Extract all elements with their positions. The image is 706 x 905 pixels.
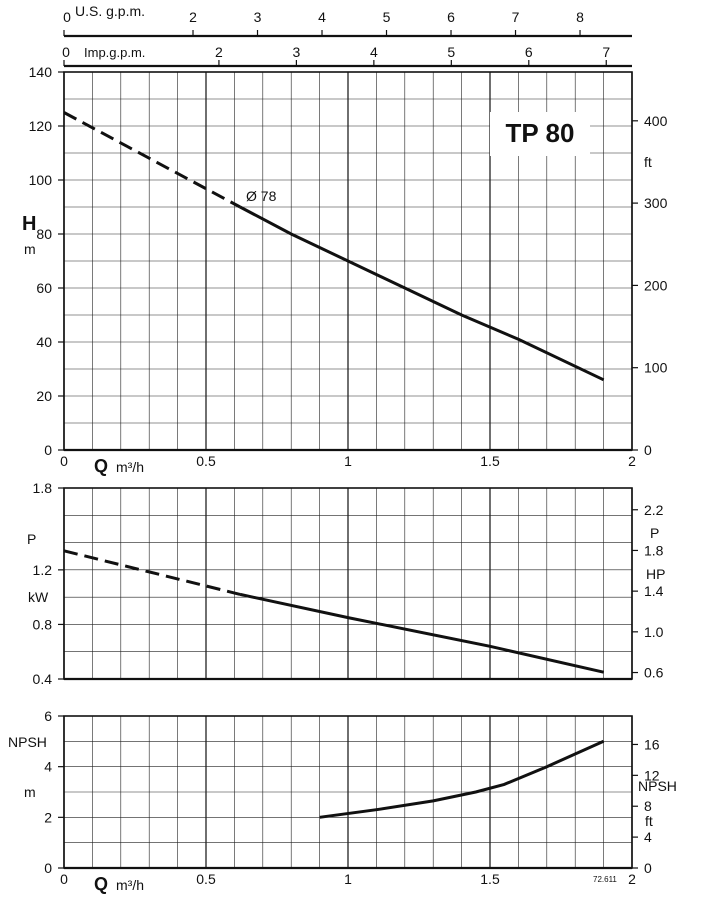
h-axis-label: H <box>22 213 36 235</box>
q-axis-label-bottom: Q <box>94 874 108 894</box>
impgpm-tick-label: 7 <box>602 44 610 60</box>
impgpm-tick-label: 5 <box>447 44 455 60</box>
q-axis-unit-top: m³/h <box>116 459 144 475</box>
y-tick-label: 60 <box>36 280 52 296</box>
usgpm-tick-label: 2 <box>189 9 197 25</box>
q-tick-label: 2 <box>628 871 636 887</box>
impgpm-tick-label: 3 <box>292 44 300 60</box>
y-tick-label: 40 <box>36 334 52 350</box>
usgpm-tick-label: 0 <box>63 9 71 25</box>
npsh-axis-label: NPSH <box>8 734 47 750</box>
q-tick-label: 1 <box>344 871 352 887</box>
y-tick-label: 140 <box>29 64 53 80</box>
impgpm-tick-label: 2 <box>215 44 223 60</box>
right-tick-label: 0 <box>644 860 652 876</box>
usgpm-tick-label: 3 <box>254 9 262 25</box>
right-tick-label: 1.4 <box>644 583 664 599</box>
q-tick-label: 0.5 <box>196 871 216 887</box>
impgpm-tick-label: 6 <box>525 44 533 60</box>
right-tick-label: 4 <box>644 829 652 845</box>
usgpm-tick-label: 6 <box>447 9 455 25</box>
q-tick-label: 0.5 <box>196 453 216 469</box>
right-tick-label: 8 <box>644 798 652 814</box>
right-tick-label: 100 <box>644 360 668 376</box>
y-tick-label: 2 <box>44 809 52 825</box>
curve-dashed-segment <box>64 113 240 208</box>
usgpm-tick-label: 7 <box>512 9 520 25</box>
y-tick-label: 0 <box>44 442 52 458</box>
curve-dashed-segment <box>64 551 240 595</box>
q-axis-label-top: Q <box>94 456 108 476</box>
curve-solid-segment <box>240 594 603 672</box>
usgpm-tick-label: 5 <box>383 9 391 25</box>
usgpm-axis-label: U.S. g.p.m. <box>75 3 145 19</box>
h-axis-unit: m <box>24 241 36 257</box>
right-tick-label: 16 <box>644 736 660 752</box>
npsh-axis-unit: m <box>24 784 36 800</box>
p-axis-unit: kW <box>28 589 49 605</box>
right-tick-label: 1.0 <box>644 624 664 640</box>
right-tick-label: 400 <box>644 113 668 129</box>
impeller-label: Ø 78 <box>246 188 277 204</box>
q-tick-label: 0 <box>60 453 68 469</box>
p-axis-label: P <box>27 531 36 547</box>
y-tick-label: 0 <box>44 860 52 876</box>
npsh-ft-label: NPSH <box>638 778 677 794</box>
right-tick-label: 200 <box>644 277 668 293</box>
head-ft-unit: ft <box>644 154 652 170</box>
y-tick-label: 100 <box>29 172 53 188</box>
right-tick-label: 300 <box>644 195 668 211</box>
npsh-ft-unit: ft <box>645 813 653 829</box>
q-tick-label: 2 <box>628 453 636 469</box>
right-tick-label: 0 <box>644 442 652 458</box>
p-hp-label: P <box>650 525 659 541</box>
q-tick-label: 1.5 <box>480 871 500 887</box>
usgpm-tick-label: 4 <box>318 9 326 25</box>
p-hp-unit: HP <box>646 566 665 582</box>
y-tick-label: 120 <box>29 118 53 134</box>
drawing-code: 72.611 <box>593 875 617 884</box>
y-tick-label: 20 <box>36 388 52 404</box>
curve-solid-segment <box>240 207 603 380</box>
y-tick-label: 6 <box>44 708 52 724</box>
usgpm-tick-label: 8 <box>576 9 584 25</box>
q-tick-label: 0 <box>60 871 68 887</box>
y-tick-label: 1.8 <box>33 480 53 496</box>
impgpm-axis-label: Imp.g.p.m. <box>84 45 145 60</box>
y-tick-label: 0.4 <box>33 671 53 687</box>
right-tick-label: 0.6 <box>644 665 664 681</box>
q-tick-label: 1 <box>344 453 352 469</box>
y-tick-label: 0.8 <box>33 616 53 632</box>
right-tick-label: 1.8 <box>644 542 664 558</box>
chart-title: TP 80 <box>506 118 575 148</box>
grid-layer <box>64 72 632 868</box>
q-axis-unit-bottom: m³/h <box>116 877 144 893</box>
impgpm-tick-label: 0 <box>62 44 70 60</box>
right-tick-label: 2.2 <box>644 502 664 518</box>
curves-layer <box>64 113 604 818</box>
q-tick-label: 1.5 <box>480 453 500 469</box>
y-tick-label: 80 <box>36 226 52 242</box>
y-tick-label: 4 <box>44 759 52 775</box>
y-tick-label: 1.2 <box>33 562 53 578</box>
impgpm-tick-label: 4 <box>370 44 378 60</box>
